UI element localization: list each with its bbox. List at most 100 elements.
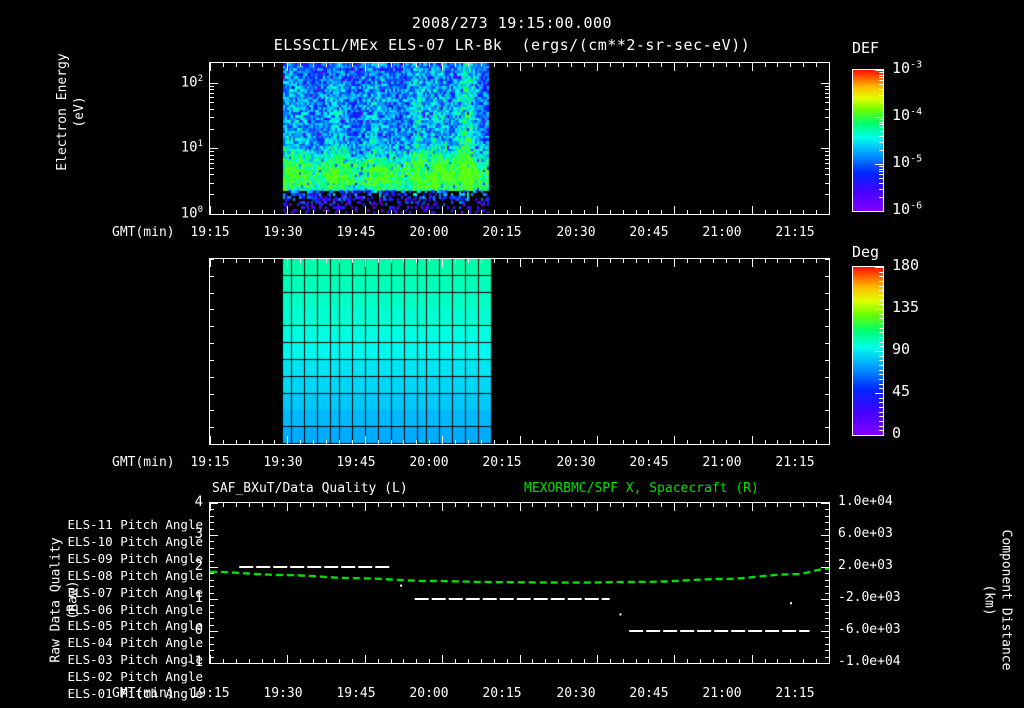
def-colorbar-tick — [875, 117, 883, 118]
x-tick — [674, 63, 675, 71]
x-tick — [210, 655, 211, 663]
x-tick — [584, 659, 585, 663]
y-tick — [210, 293, 214, 294]
plot-title-dataset: ELSSCIL/MEx ELS-07 LR-Bk (ergs/(cm**2-sr… — [273, 36, 751, 54]
y-tick — [210, 309, 214, 310]
x-tick — [713, 63, 714, 67]
x-tick — [687, 259, 688, 263]
x-tick — [223, 63, 224, 67]
x-tick — [391, 659, 392, 663]
x-tick — [803, 63, 804, 67]
x-tick — [571, 503, 572, 507]
x-tick — [623, 440, 624, 444]
component-distance-tick-label: 1.0e+04 — [838, 494, 893, 509]
x-tick — [403, 63, 404, 67]
y-tick — [825, 625, 829, 626]
y-tick — [825, 360, 829, 361]
x-tick — [532, 63, 533, 67]
deg-colorbar-tick — [879, 314, 883, 315]
y-tick — [825, 168, 829, 169]
def-colorbar-tick — [879, 77, 883, 78]
pitch-angle-row-label: ELS-03 Pitch Angle — [67, 652, 203, 667]
x-tick — [829, 436, 830, 444]
x-tick — [300, 440, 301, 444]
time-tick-label: 21:00 — [702, 455, 742, 470]
y-tick — [821, 503, 829, 504]
x-tick — [545, 259, 546, 263]
y-tick — [210, 637, 214, 638]
def-colorbar-gradient — [853, 70, 883, 211]
x-tick — [803, 503, 804, 507]
x-tick — [545, 210, 546, 214]
x-tick — [597, 655, 598, 663]
x-tick — [416, 63, 417, 67]
y-tick — [821, 535, 829, 536]
x-tick — [752, 436, 753, 444]
y-tick — [825, 427, 829, 428]
def-colorbar-tick — [879, 127, 883, 128]
x-tick — [442, 259, 443, 267]
deg-colorbar-tick — [879, 332, 883, 333]
y-tick — [825, 529, 829, 530]
x-tick — [416, 440, 417, 444]
deg-colorbar-label: 45 — [892, 382, 911, 400]
deg-colorbar-tick — [879, 412, 883, 413]
x-tick — [558, 63, 559, 67]
deg-colorbar-tick — [879, 290, 883, 291]
y-tick — [210, 625, 214, 626]
x-tick — [249, 63, 250, 67]
y-tick — [210, 117, 214, 118]
x-tick — [455, 63, 456, 67]
x-tick — [223, 440, 224, 444]
y-tick — [210, 650, 214, 651]
y-tick — [210, 427, 214, 428]
y-tick — [210, 599, 218, 600]
x-tick — [816, 440, 817, 444]
deg-colorbar-tick — [879, 426, 883, 427]
pitch-angle-panel[interactable] — [209, 258, 830, 445]
time-tick-label: 19:45 — [336, 686, 376, 701]
deg-colorbar-tick — [879, 346, 883, 347]
component-distance-tick-label: 2.0e+03 — [838, 558, 893, 573]
def-colorbar-tick — [875, 70, 883, 71]
y-tick — [821, 567, 829, 568]
x-tick — [236, 659, 237, 663]
x-tick — [300, 259, 301, 263]
x-tick — [300, 503, 301, 507]
x-tick — [752, 503, 753, 511]
x-tick — [442, 63, 443, 71]
x-tick — [352, 210, 353, 214]
x-tick — [752, 63, 753, 71]
x-tick — [597, 503, 598, 511]
energy-spectrogram-panel[interactable] — [209, 62, 830, 215]
x-tick — [610, 63, 611, 67]
time-tick-label: 19:45 — [336, 455, 376, 470]
x-tick — [481, 210, 482, 214]
x-tick — [571, 210, 572, 214]
y-tick — [825, 97, 829, 98]
def-colorbar-tick — [879, 166, 883, 167]
time-tick-label: 21:00 — [702, 225, 742, 240]
x-tick — [584, 503, 585, 507]
x-tick — [287, 206, 288, 214]
raw-data-quality-label-line: (Raw) — [65, 580, 81, 620]
y-tick — [210, 548, 214, 549]
time-tick-label: 20:45 — [629, 686, 669, 701]
x-tick — [339, 659, 340, 663]
x-tick — [339, 259, 340, 263]
x-tick — [262, 440, 263, 444]
y-tick — [825, 89, 829, 90]
x-tick — [262, 659, 263, 663]
data-quality-sample-dot — [619, 613, 622, 616]
data-quality-panel[interactable] — [209, 502, 830, 664]
y-tick — [821, 148, 829, 149]
x-tick — [713, 440, 714, 444]
data-quality-sample-dot — [400, 584, 403, 587]
x-tick — [223, 503, 224, 507]
x-tick — [455, 210, 456, 214]
pitch-angle-row-label: ELS-07 Pitch Angle — [67, 585, 203, 600]
x-tick — [365, 259, 366, 267]
x-tick — [249, 440, 250, 444]
x-tick — [236, 259, 237, 263]
component-distance-axis-label: Component Distance (km) — [981, 508, 1015, 693]
